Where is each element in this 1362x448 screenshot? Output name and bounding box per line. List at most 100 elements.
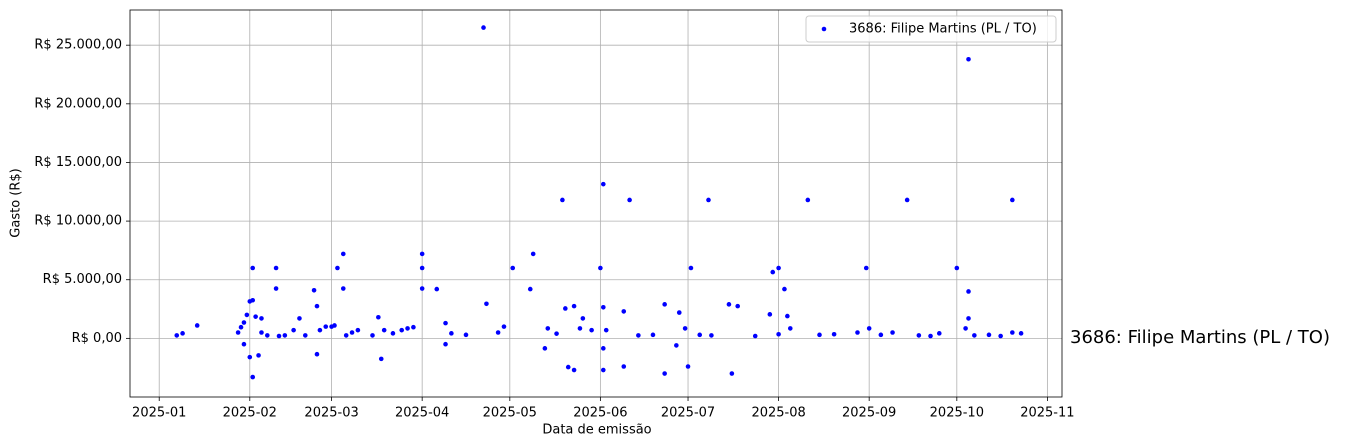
point	[463, 332, 469, 338]
plot-frame	[129, 9, 1063, 398]
grid	[130, 10, 1062, 397]
point	[527, 286, 533, 292]
point	[621, 364, 627, 369]
point	[565, 364, 571, 370]
point	[580, 316, 586, 321]
point	[282, 333, 288, 338]
point	[194, 323, 200, 328]
y-tick-label: R$ 15.000,00	[34, 155, 122, 170]
point	[317, 327, 323, 333]
point	[343, 333, 349, 338]
point	[253, 314, 258, 319]
point	[265, 333, 270, 338]
point	[904, 197, 910, 203]
point	[601, 367, 606, 373]
x-tick-label: 2025-03	[304, 406, 358, 421]
x-tick-label: 2025-06	[573, 406, 627, 421]
point	[419, 286, 425, 291]
point	[481, 25, 486, 30]
point	[244, 312, 250, 318]
point	[928, 333, 933, 339]
point	[966, 289, 971, 294]
point	[335, 265, 340, 271]
point	[866, 326, 872, 331]
point	[291, 327, 296, 333]
point	[601, 181, 606, 187]
point	[247, 354, 253, 360]
point	[250, 374, 256, 380]
point	[1010, 330, 1015, 335]
point	[340, 251, 346, 257]
point	[954, 265, 960, 271]
y-tick-label: R$ 0,00	[72, 331, 122, 346]
point	[323, 324, 329, 329]
point	[589, 327, 594, 333]
point	[390, 331, 396, 336]
point	[273, 265, 279, 271]
point	[434, 286, 440, 292]
point	[302, 333, 308, 338]
point	[706, 197, 711, 203]
point	[863, 265, 869, 271]
point	[805, 197, 811, 203]
point	[554, 331, 559, 336]
point	[890, 330, 895, 335]
point	[235, 330, 241, 335]
point	[495, 330, 501, 335]
point	[601, 304, 606, 310]
point	[273, 286, 279, 291]
point	[1018, 331, 1024, 336]
point	[598, 265, 603, 271]
point	[484, 301, 489, 307]
marks	[174, 25, 1024, 380]
x-tick-label: 2025-09	[842, 406, 896, 421]
point	[349, 330, 355, 335]
y-tick-label: R$ 5.000,00	[43, 272, 122, 287]
point	[916, 333, 922, 338]
x-axis-label: Data de emissão	[542, 423, 651, 438]
point	[411, 324, 416, 330]
point	[174, 333, 180, 338]
y-tick-label: R$ 10.000,00	[34, 214, 122, 229]
point	[501, 324, 507, 329]
point	[726, 302, 732, 307]
legend-box	[805, 15, 1057, 43]
x-tick-label: 2025-02	[223, 406, 277, 421]
point	[443, 320, 448, 326]
annotation: 3686: Filipe Martins (PL / TO)	[1070, 327, 1330, 348]
point	[682, 326, 688, 331]
point	[787, 326, 793, 331]
point	[276, 333, 282, 339]
point	[399, 327, 405, 333]
point	[560, 197, 565, 203]
point	[381, 327, 387, 333]
point	[259, 316, 264, 321]
point	[752, 333, 758, 339]
point	[697, 332, 703, 338]
point	[314, 303, 320, 309]
point	[817, 332, 822, 338]
point	[419, 265, 425, 271]
x-tick-label: 2025-08	[751, 406, 805, 421]
point	[878, 332, 884, 338]
point	[443, 341, 448, 347]
point	[250, 265, 256, 271]
point	[831, 331, 837, 337]
point	[332, 323, 337, 328]
point	[735, 303, 740, 309]
point	[340, 286, 346, 291]
point	[963, 326, 968, 331]
point	[238, 324, 244, 330]
point	[636, 333, 641, 338]
point	[355, 327, 361, 333]
point	[601, 346, 606, 351]
point	[662, 302, 667, 307]
point	[297, 316, 302, 321]
point	[621, 309, 627, 314]
point	[685, 364, 691, 369]
y-tick-label: R$ 20.000,00	[34, 96, 122, 111]
point	[259, 330, 264, 335]
point	[936, 331, 942, 336]
